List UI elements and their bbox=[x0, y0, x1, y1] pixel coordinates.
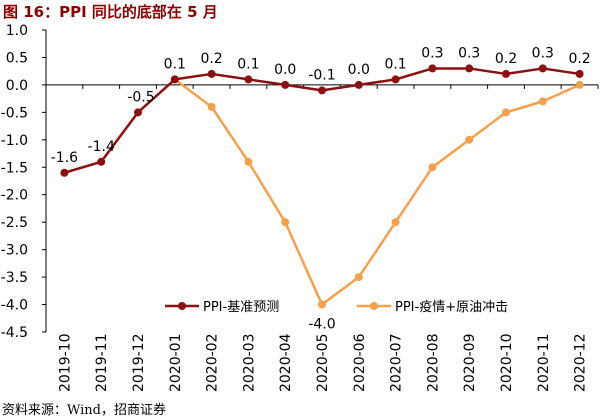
y-tick-label: -4.0 bbox=[1, 298, 28, 314]
y-tick-label: -2.0 bbox=[1, 188, 28, 204]
y-tick-label: 1.0 bbox=[6, 23, 28, 39]
x-tick-label: 2020-03 bbox=[241, 334, 257, 393]
y-tick-label: 0.5 bbox=[6, 50, 28, 66]
shock-min-label: -4.0 bbox=[308, 317, 335, 333]
baseline-point bbox=[538, 64, 547, 73]
chart-title: 图 16：PPI 同比的底部在 5 月 bbox=[3, 3, 218, 21]
shock-point bbox=[281, 218, 290, 227]
baseline-data-label: 0.2 bbox=[568, 51, 590, 67]
baseline-data-label: -1.4 bbox=[88, 139, 115, 155]
legend-item-shock-label: PPI-疫情+原油冲击 bbox=[395, 299, 508, 315]
baseline-point bbox=[281, 80, 290, 89]
x-tick-label: 2020-08 bbox=[425, 334, 441, 393]
x-tick-label: 2020-07 bbox=[389, 334, 405, 393]
legend-item-baseline-marker bbox=[178, 302, 186, 310]
baseline-point bbox=[170, 75, 179, 84]
shock-line bbox=[174, 78, 581, 306]
x-tick-label: 2020-12 bbox=[573, 334, 589, 393]
baseline-data-label: -0.1 bbox=[308, 67, 335, 83]
baseline-point bbox=[244, 75, 253, 84]
source-note: 资料来源：Wind，招商证券 bbox=[2, 403, 166, 418]
shock-point bbox=[391, 218, 400, 227]
baseline-point bbox=[60, 168, 69, 177]
baseline-data-label: 0.1 bbox=[384, 56, 406, 72]
baseline-point bbox=[207, 69, 216, 78]
series-ppi-shock bbox=[170, 75, 584, 309]
y-tick-label: 0.0 bbox=[6, 78, 28, 94]
baseline-point bbox=[465, 64, 474, 73]
x-tick-label: 2019-10 bbox=[57, 334, 73, 393]
baseline-data-label: 0.1 bbox=[237, 56, 259, 72]
shock-point bbox=[428, 163, 437, 172]
y-tick-label: -4.5 bbox=[1, 325, 28, 341]
x-tick-label: 2020-02 bbox=[205, 334, 221, 393]
x-tick-label: 2019-12 bbox=[131, 334, 147, 393]
x-tick-label: 2020-06 bbox=[352, 333, 368, 392]
legend: PPI-基准预测 PPI-疫情+原油冲击 bbox=[165, 299, 508, 315]
baseline-point bbox=[502, 69, 510, 78]
baseline-data-label: 0.1 bbox=[164, 56, 186, 72]
baseline-data-label: 0.0 bbox=[348, 62, 370, 78]
shock-point bbox=[354, 273, 363, 282]
baseline-point bbox=[391, 75, 400, 84]
shock-point bbox=[207, 102, 216, 111]
x-tick-label: 2020-09 bbox=[462, 334, 478, 393]
legend-item-baseline-label: PPI-基准预测 bbox=[203, 300, 279, 315]
baseline-data-label: 0.0 bbox=[274, 62, 296, 78]
x-tick-label: 2020-04 bbox=[278, 333, 294, 392]
shock-point bbox=[538, 97, 547, 106]
y-tick-label: -1.0 bbox=[1, 133, 28, 149]
legend-item-shock-marker bbox=[370, 302, 378, 310]
y-tick-label: -0.5 bbox=[1, 105, 28, 121]
shock-point bbox=[502, 108, 510, 117]
baseline-data-label: 0.3 bbox=[532, 45, 554, 61]
shock-point bbox=[575, 80, 584, 89]
series-ppi-baseline bbox=[60, 64, 584, 177]
baseline-data-label: 0.3 bbox=[421, 45, 443, 61]
baseline-data-label: -0.5 bbox=[127, 89, 154, 105]
baseline-point bbox=[354, 80, 363, 89]
baseline-data-label: 0.2 bbox=[200, 51, 222, 67]
x-tick-label: 2020-01 bbox=[168, 334, 184, 393]
baseline-data-label: 0.3 bbox=[458, 45, 480, 61]
baseline-data-label: -1.6 bbox=[51, 150, 78, 166]
baseline-data-label: 0.2 bbox=[495, 51, 517, 67]
baseline-point bbox=[134, 108, 142, 117]
shock-point bbox=[318, 300, 326, 309]
baseline-point bbox=[575, 69, 584, 78]
x-tick-label: 2020-10 bbox=[499, 334, 515, 393]
x-tick-label: 2020-11 bbox=[536, 334, 552, 393]
shock-point bbox=[244, 157, 253, 166]
baseline-line bbox=[64, 67, 580, 174]
x-tick-label: 2019-11 bbox=[94, 334, 110, 393]
baseline-point bbox=[318, 86, 326, 95]
baseline-point bbox=[97, 157, 106, 166]
y-tick-label: -3.0 bbox=[1, 243, 28, 259]
y-axis: 1.0 0.5 0.0 -0.5 -1.0 -1.5 -2.0 -2.5 -3.0 -3.5 -4.… bbox=[1, 23, 47, 341]
y-tick-label: -3.5 bbox=[1, 270, 28, 286]
y-tick-label: -1.5 bbox=[1, 160, 28, 176]
x-tick-label: 2020-05 bbox=[315, 334, 331, 393]
shock-point bbox=[465, 135, 474, 144]
x-axis: 2019-10 2019-11 2019-12 2020-01 2020-02 2020-… bbox=[45, 84, 599, 393]
data-labels: -1.6 -1.4 -0.5 0.1 0.2 0.1 0.0 -0.1 0.0 0.1 0.3 0.3… bbox=[51, 45, 591, 332]
baseline-point bbox=[428, 64, 437, 73]
y-tick-label: -2.5 bbox=[1, 215, 28, 231]
